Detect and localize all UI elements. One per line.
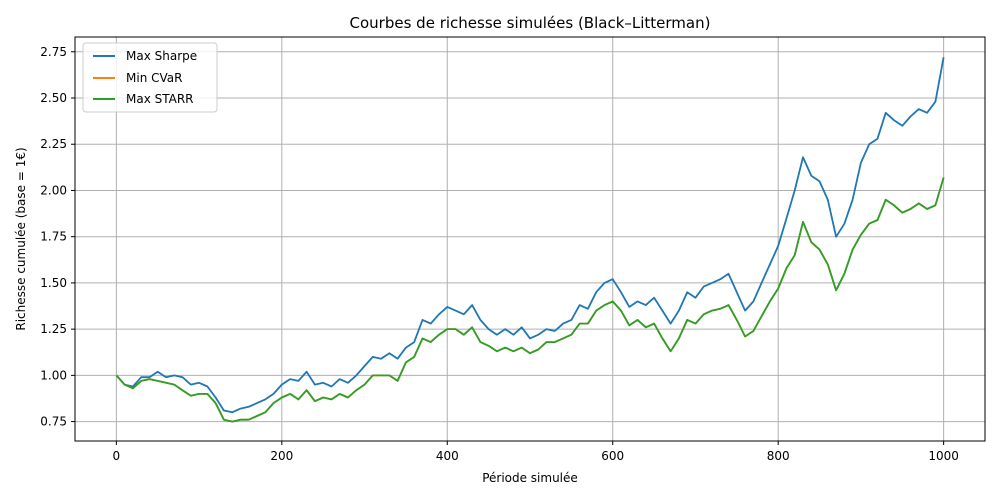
series-line-min-cvar xyxy=(115,177,945,423)
x-tick-label: 800 xyxy=(767,449,790,463)
series-line-max-starr xyxy=(115,177,945,423)
x-tick-label: 400 xyxy=(436,449,459,463)
x-tick-label: 200 xyxy=(270,449,293,463)
x-tick-label: 600 xyxy=(601,449,624,463)
y-tick-label: 1.75 xyxy=(40,230,67,244)
y-tick-label: 1.00 xyxy=(40,368,67,382)
x-tick-label: 1000 xyxy=(928,449,959,463)
y-tick-label: 0.75 xyxy=(40,415,67,429)
x-axis-label: Période simulée xyxy=(482,471,578,485)
series-line-max-sharpe xyxy=(115,57,945,414)
y-axis-label: Richesse cumulée (base = 1€) xyxy=(14,147,28,330)
series-layer xyxy=(115,57,945,423)
legend-label-max-starr: Max STARR xyxy=(126,92,194,106)
y-axis-ticks: 0.75 1.00 1.25 1.50 1.75 2.00 2.25 2.50 2.75 xyxy=(40,45,75,429)
y-tick-label: 1.50 xyxy=(40,276,67,290)
plot-frame xyxy=(74,36,986,442)
y-tick-label: 2.75 xyxy=(40,45,67,59)
legend: Max Sharpe Min CVaR Max STARR xyxy=(82,42,218,113)
x-axis-ticks: 0 200 400 600 800 1000 xyxy=(113,441,959,463)
y-tick-label: 1.25 xyxy=(40,322,67,336)
chart-title: Courbes de richesse simulées (Black–Litt… xyxy=(350,14,711,32)
y-tick-label: 2.25 xyxy=(40,137,67,151)
legend-box xyxy=(82,42,218,113)
legend-label-min-cvar: Min CVaR xyxy=(126,71,182,85)
x-tick-label: 0 xyxy=(113,449,121,463)
y-tick-label: 2.00 xyxy=(40,183,67,197)
y-tick-label: 2.50 xyxy=(40,91,67,105)
legend-label-max-sharpe: Max Sharpe xyxy=(126,49,197,63)
